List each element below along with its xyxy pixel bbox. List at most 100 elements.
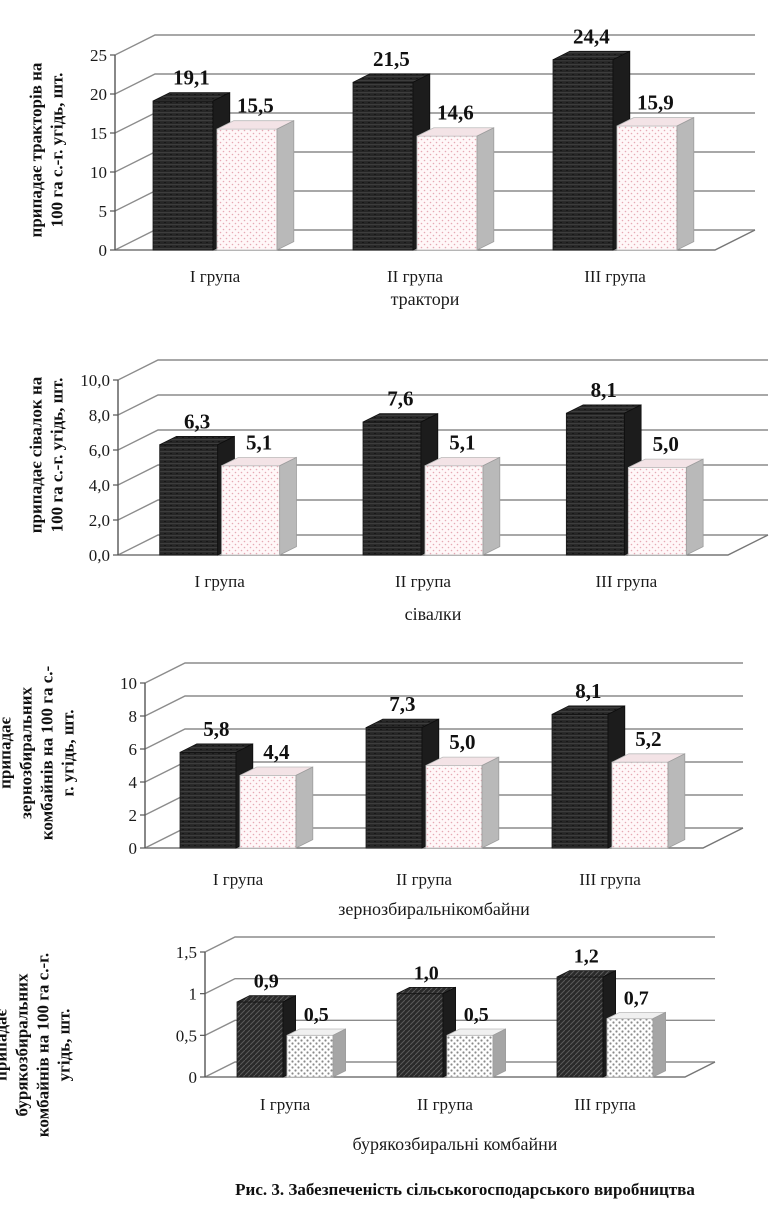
category-label: ІІІ група (596, 572, 658, 591)
gridline (117, 394, 768, 416)
category-label: І група (213, 870, 264, 889)
data-label: 15,5 (237, 94, 274, 118)
gridline (144, 695, 743, 717)
bar-light (446, 1028, 507, 1078)
data-label: 0,7 (624, 987, 649, 1009)
category-label: І група (260, 1095, 311, 1114)
y-axis-title: припадає зернозбиральних комбайнів на 100 … (0, 666, 78, 841)
y-tick-label: 4 (129, 773, 138, 792)
data-label: 15,9 (637, 91, 674, 115)
data-label: 7,6 (387, 387, 413, 411)
y-tick-label: 6 (129, 740, 138, 759)
y-axis-title-line: припадає сівалок на (27, 376, 46, 533)
category-label: ІІ група (396, 870, 452, 889)
chart-svg-4: 0 0,5 1 1,5 0,9 0,5 І група 1,0 0,5 ІІ група 1,2 0,… (0, 936, 716, 1154)
data-label: 1,2 (574, 946, 599, 968)
data-label: 6,3 (184, 409, 210, 433)
tractors-chart: 0 5 10 15 20 25 19,1 15,5 І група 21,5 14,6 ІІ груп… (0, 0, 784, 315)
data-label: 0,5 (464, 1004, 489, 1026)
data-label: 5,1 (246, 430, 272, 454)
x-axis-title: сівалки (405, 604, 462, 624)
y-axis-title-line: комбайнів на 100 га с.-г. (34, 953, 53, 1137)
bar-light (416, 127, 495, 251)
gridline (117, 464, 768, 486)
gridline (204, 1019, 715, 1036)
data-label: 5,0 (449, 730, 475, 754)
data-label: 14,6 (437, 101, 474, 125)
y-tick-label: 2 (129, 806, 138, 825)
gridline (117, 534, 768, 556)
bar-light (627, 458, 704, 556)
gridline (204, 977, 715, 995)
data-label: 21,5 (373, 47, 410, 71)
y-tick-label: 4,0 (89, 476, 110, 495)
gridline (117, 499, 768, 521)
category-label: ІІІ група (584, 267, 646, 286)
category-label: ІІ група (417, 1095, 473, 1114)
beet-harvesters-chart: 0 0,5 1 1,5 0,9 0,5 І група 1,0 0,5 ІІ група 1,2 0,… (0, 925, 784, 1170)
y-axis-title-line: припадає (0, 716, 15, 788)
y-axis-title-line: припадає тракторів на (27, 62, 46, 237)
gridline (117, 359, 768, 381)
y-tick-label: 20 (90, 85, 107, 104)
data-label: 5,2 (635, 727, 661, 751)
y-tick-label: 5 (99, 202, 108, 221)
bar-light (286, 1028, 347, 1078)
y-tick-label: 10,0 (80, 371, 110, 390)
data-label: 5,8 (203, 717, 229, 741)
y-axis-title: припадає тракторів на 100 га с.-г. угідь,… (27, 62, 67, 237)
data-label: 8,1 (575, 679, 601, 703)
y-tick-label: 0,5 (176, 1026, 197, 1045)
y-axis-title-line: угідь, шт. (55, 1009, 74, 1082)
chart-svg-3: 0 2 4 6 8 10 5,8 4,4 І група 7,3 5,0 ІІ група 8,1 5,2… (0, 662, 744, 919)
y-axis-title-line: зернозбиральних (17, 687, 36, 819)
category-label: І група (190, 267, 241, 286)
y-axis-title-line: 100 га с.-г. угідь, шт. (48, 73, 67, 228)
floor-edge (118, 534, 769, 556)
x-axis-title: трактори (391, 289, 460, 309)
y-tick-label: 0 (129, 839, 138, 858)
y-tick-label: 0 (189, 1068, 198, 1087)
y-axis-title-line: комбайнів на 100 га с.- (38, 666, 57, 841)
data-label: 1,0 (414, 962, 439, 984)
y-tick-label: 15 (90, 124, 107, 143)
gridline (204, 1061, 715, 1078)
floor-edge (205, 1061, 716, 1078)
data-label: 5,1 (449, 430, 475, 454)
y-tick-label: 10 (90, 163, 107, 182)
gridline (204, 936, 715, 953)
chart-svg-1: 0 5 10 15 20 25 19,1 15,5 І група 21,5 14,6 ІІ груп… (27, 24, 756, 309)
y-tick-label: 25 (90, 46, 107, 65)
category-label: ІІ група (395, 572, 451, 591)
y-tick-label: 0 (99, 241, 108, 260)
data-label: 0,5 (304, 1004, 329, 1026)
bar-light (606, 1011, 666, 1078)
grain-harvesters-chart: 0 2 4 6 8 10 5,8 4,4 І група 7,3 5,0 ІІ група 8,1 5,2… (0, 635, 784, 925)
x-axis-title: бурякозбиральні комбайни (353, 1134, 558, 1154)
y-axis-title-line: бурякозбиральних (13, 973, 32, 1116)
floor-edge (145, 827, 744, 849)
chart-svg-2: 0,0 2,0 4,0 6,0 8,0 10,0 6,3 5,1 І група 7,6 5,1 ІІ… (27, 359, 769, 624)
bar-light (239, 766, 314, 849)
bar-light (221, 456, 297, 556)
data-label: 5,0 (653, 432, 679, 456)
data-label: 24,4 (573, 24, 610, 48)
y-axis-title-line: г. угідь, шт. (59, 709, 78, 796)
y-tick-label: 2,0 (89, 511, 110, 530)
gridline (144, 662, 743, 684)
y-tick-label: 1 (189, 985, 198, 1004)
data-label: 19,1 (173, 66, 210, 90)
y-axis-title: припадає бурякозбиральних комбайнів на 100… (0, 953, 74, 1137)
data-label: 7,3 (389, 692, 415, 716)
y-tick-label: 6,0 (89, 441, 110, 460)
seeders-chart: 0,0 2,0 4,0 6,0 8,0 10,0 6,3 5,1 І група 7,6 5,1 ІІ… (0, 315, 784, 635)
y-tick-label: 10 (120, 674, 137, 693)
y-axis-title: припадає сівалок на 100 га с.-г. угідь, ш… (27, 376, 67, 533)
bar-light (611, 753, 686, 849)
y-axis-title-line: припадає (0, 1008, 11, 1080)
y-axis-title-line: 100 га с.-г. угідь, шт. (48, 378, 67, 533)
data-label: 0,9 (254, 971, 279, 993)
figure-caption: Рис. 3. Забезпеченість сільськогосподарс… (235, 1180, 695, 1199)
category-label: ІІ група (387, 267, 443, 286)
data-label: 4,4 (263, 740, 290, 764)
